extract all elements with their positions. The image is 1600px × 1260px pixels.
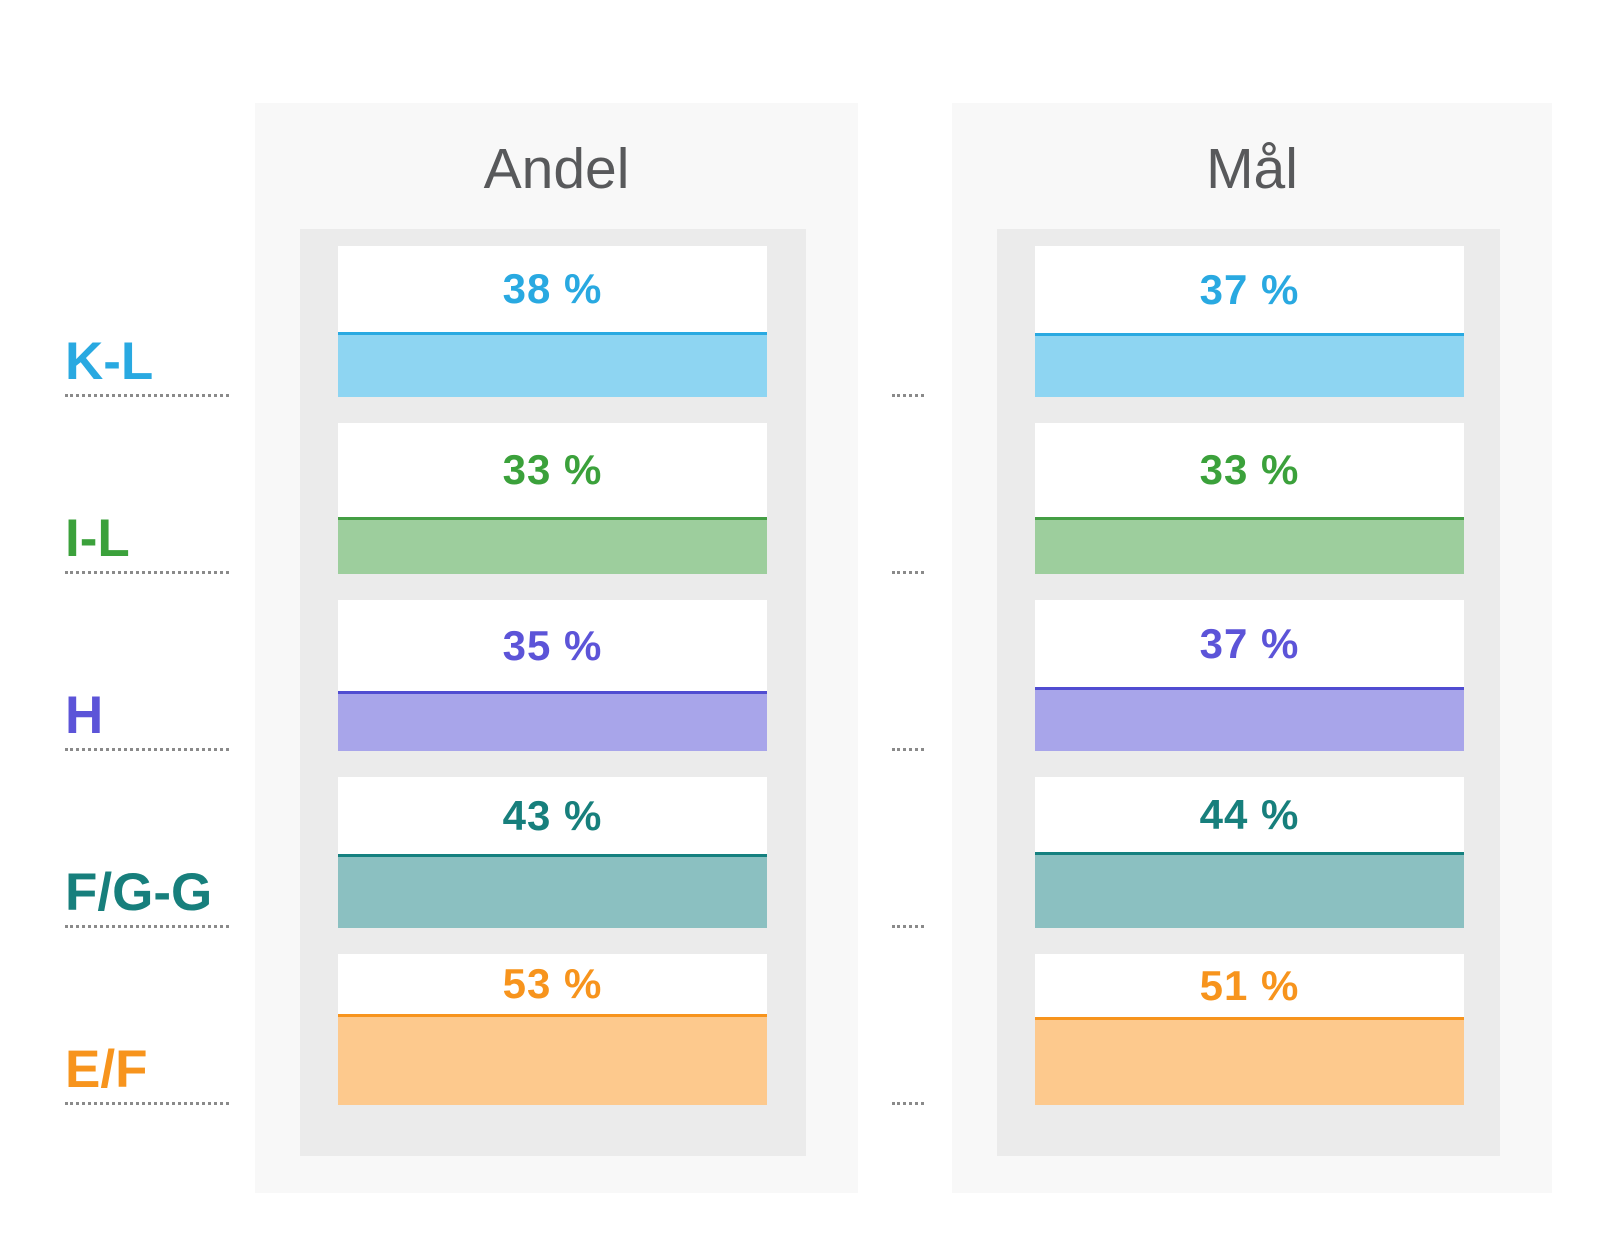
andel-bar-f-g-g	[338, 854, 767, 928]
panel-mal: Mål 37 % 33 % 37 %	[952, 103, 1552, 1193]
value-label-andel-i-l: 33 %	[502, 446, 603, 493]
panel-inner-mal: 37 % 33 % 37 % 44 %	[997, 229, 1500, 1156]
andel-cell-k-l: 38 %	[338, 246, 767, 397]
andel-cell-i-l: 33 %	[338, 423, 767, 574]
panel-andel: Andel 38 % 33 % 35 %	[255, 103, 858, 1193]
value-area: 35 %	[338, 600, 767, 691]
mal-cell-h: 37 %	[1035, 600, 1464, 751]
value-area: 33 %	[1035, 423, 1464, 517]
mal-cell-e-f: 51 %	[1035, 954, 1464, 1105]
category-label-h: H	[65, 668, 229, 751]
value-area: 51 %	[1035, 954, 1464, 1017]
value-area: 43 %	[338, 777, 767, 854]
andel-bar-h	[338, 691, 767, 751]
category-label-text: F/G-G	[65, 863, 213, 922]
value-label-mal-f-g-g: 44 %	[1199, 790, 1300, 838]
andel-bar-k-l	[338, 332, 767, 397]
category-label-e-f: E/F	[65, 1022, 229, 1105]
panel-title-mal: Mål	[1206, 137, 1298, 201]
andel-cell-f-g-g: 43 %	[338, 777, 767, 928]
mal-bar-e-f	[1035, 1017, 1464, 1105]
mal-cell-k-l: 37 %	[1035, 246, 1464, 397]
value-label-andel-f-g-g: 43 %	[502, 791, 603, 839]
value-label-mal-e-f: 51 %	[1199, 961, 1300, 1009]
mal-cell-i-l: 33 %	[1035, 423, 1464, 574]
category-label-text: I-L	[65, 509, 130, 568]
value-area: 38 %	[338, 246, 767, 332]
category-label-f-g-g: F/G-G	[65, 845, 229, 928]
row-connector-dots	[892, 1102, 924, 1105]
andel-bar-e-f	[338, 1014, 767, 1105]
category-label-i-l: I-L	[65, 491, 229, 574]
mal-bar-h	[1035, 687, 1464, 751]
mal-bar-k-l	[1035, 333, 1464, 397]
mal-cell-f-g-g: 44 %	[1035, 777, 1464, 928]
category-label-text: H	[65, 686, 104, 745]
mal-bar-i-l	[1035, 517, 1464, 574]
value-area: 44 %	[1035, 777, 1464, 852]
value-label-mal-i-l: 33 %	[1199, 446, 1300, 493]
value-area: 37 %	[1035, 600, 1464, 687]
value-area: 37 %	[1035, 246, 1464, 333]
mal-bar-f-g-g	[1035, 852, 1464, 928]
category-label-text: K-L	[65, 332, 154, 391]
value-label-andel-k-l: 38 %	[502, 265, 603, 312]
row-connector-dots	[892, 748, 924, 751]
value-area: 33 %	[338, 423, 767, 517]
row-connector-dots	[892, 571, 924, 574]
andel-bar-i-l	[338, 517, 767, 574]
value-label-andel-h: 35 %	[502, 621, 603, 669]
category-label-text: E/F	[65, 1040, 148, 1099]
row-connector-dots	[892, 925, 924, 928]
andel-cell-e-f: 53 %	[338, 954, 767, 1105]
value-label-mal-k-l: 37 %	[1199, 265, 1300, 313]
panel-title-andel: Andel	[483, 137, 630, 201]
row-connector-dots	[892, 394, 924, 397]
category-label-k-l: K-L	[65, 314, 229, 397]
andel-cell-h: 35 %	[338, 600, 767, 751]
value-label-mal-h: 37 %	[1199, 619, 1300, 667]
value-area: 53 %	[338, 954, 767, 1014]
value-label-andel-e-f: 53 %	[502, 960, 603, 1007]
panel-inner-andel: 38 % 33 % 35 % 43 %	[300, 229, 806, 1156]
